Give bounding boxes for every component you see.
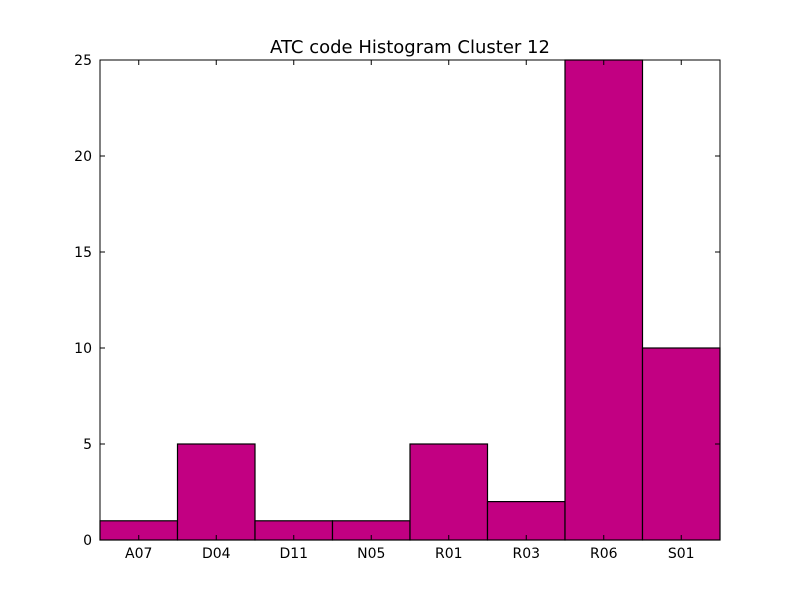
bar-s01 — [641, 347, 721, 541]
plot-frame — [99, 59, 721, 541]
x-tick-label: D11 — [279, 546, 308, 562]
x-tick-label: R06 — [590, 546, 618, 562]
y-tick-label: 25 — [74, 53, 92, 69]
y-tick-label: 5 — [83, 437, 92, 453]
x-tick-label: N05 — [357, 546, 385, 562]
x-tick-label: A07 — [125, 546, 152, 562]
x-tick-label: R01 — [435, 546, 463, 562]
bars-group — [99, 59, 721, 541]
y-tick-label: 15 — [74, 245, 92, 261]
y-tick-label: 10 — [74, 341, 92, 357]
chart-title: ATC code Histogram Cluster 12 — [270, 37, 550, 58]
x-tick-label: S01 — [668, 546, 695, 562]
tick-labels-group: A07 D04 D11 N05 R01 R03 R06 S01 0 5 10 15 20 25 — [74, 53, 694, 562]
bar-r06 — [564, 59, 644, 541]
bar-r03 — [486, 501, 566, 541]
bar-r01 — [409, 443, 489, 541]
y-tick-label: 20 — [74, 149, 92, 165]
x-tick-label: D04 — [202, 546, 231, 562]
ticks-group — [100, 59, 720, 541]
y-tick-label: 0 — [83, 533, 92, 549]
x-tick-label: R03 — [512, 546, 540, 562]
bar-d04 — [176, 443, 256, 541]
